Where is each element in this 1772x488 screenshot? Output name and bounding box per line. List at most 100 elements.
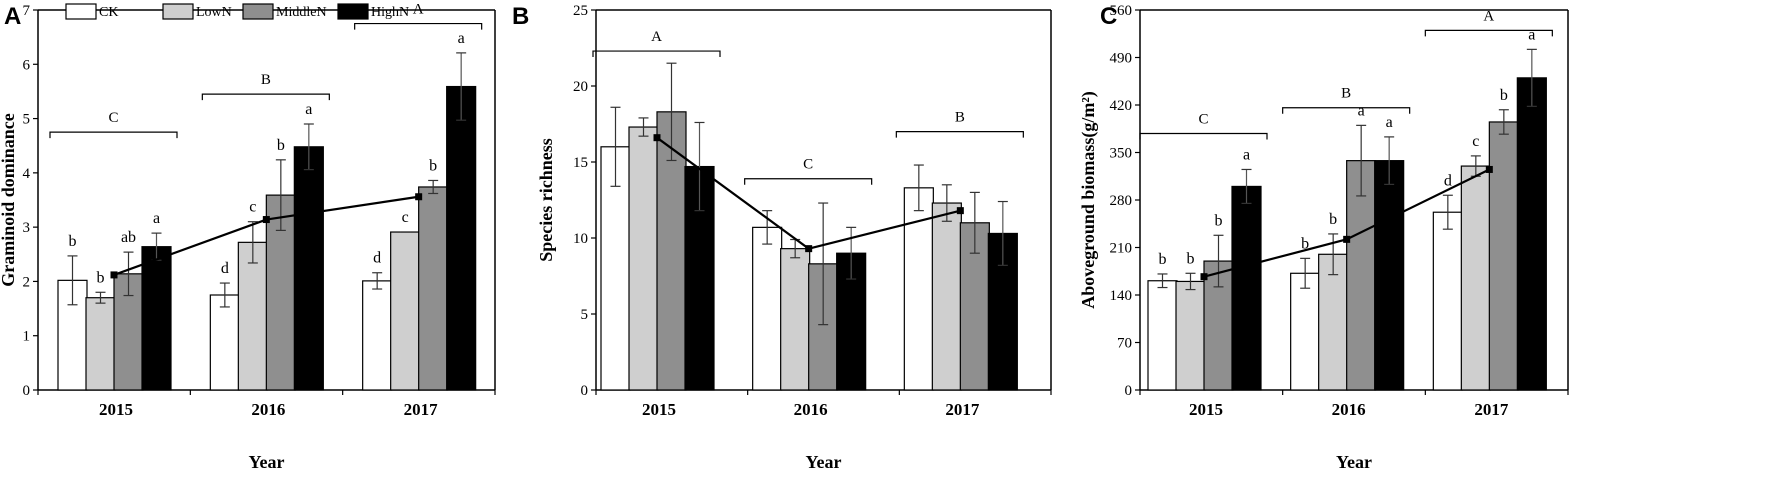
significance-letter: d (221, 260, 229, 277)
year-bracket (201, 93, 330, 101)
bar-lown-2017 (1460, 165, 1491, 391)
year-group-letter: B (261, 72, 271, 88)
significance-letter: a (458, 30, 465, 47)
significance-letter: b (1187, 250, 1195, 267)
y-axis-title: Graminoid dominance (0, 113, 18, 287)
bar-ck-2015 (1147, 280, 1178, 391)
year-bracket (1424, 29, 1553, 37)
legend-swatch-ck (65, 3, 97, 20)
bar-highn-2016 (1374, 160, 1405, 391)
significance-letter: c (249, 199, 256, 216)
bar-ck-2016 (752, 226, 783, 391)
y-axis-title: Aboveground biomass(g/m²) (1078, 91, 1099, 309)
y-axis-title: Species richness (536, 138, 556, 262)
year-bracket (354, 22, 483, 30)
x-axis-title: Year (1336, 452, 1372, 472)
x-tick-label-2015: 2015 (1189, 400, 1223, 419)
bar-middlen-2017 (418, 186, 449, 391)
x-tick-label-2015: 2015 (99, 400, 133, 419)
y-tick-label: 0 (23, 383, 31, 399)
trend-marker (805, 245, 813, 253)
y-tick-label: 140 (1110, 288, 1133, 304)
trend-marker (653, 134, 661, 142)
y-tick-label: 210 (1110, 241, 1133, 257)
x-tick-label-2017: 2017 (945, 400, 980, 419)
significance-letter: c (402, 209, 409, 226)
legend-swatch-middlen (242, 3, 274, 20)
significance-letter: b (1329, 211, 1337, 228)
x-tick-label-2016: 2016 (1332, 400, 1366, 419)
bar-lown-2016 (780, 248, 811, 391)
significance-letter: d (373, 250, 381, 267)
y-tick-label: 1 (23, 329, 31, 345)
significance-letter: b (1500, 87, 1508, 104)
bar-middlen-2017 (1488, 121, 1519, 391)
bar-lown-2015 (85, 297, 116, 391)
y-tick-label: 420 (1110, 98, 1133, 114)
year-bracket (49, 131, 178, 139)
legend-label-highn: HighN (371, 5, 409, 20)
trend-marker (110, 271, 118, 279)
y-tick-label: 15 (573, 155, 588, 171)
legend-label-ck: CK (99, 5, 118, 20)
panel-letter: B (512, 3, 529, 30)
legend-swatch-highn (337, 3, 369, 20)
panel-letter: C (1100, 3, 1117, 30)
bar-highn-2016 (293, 146, 324, 391)
chart-panel-c: C 0 70 140 210 280 350 420 490 560 Year Aboveground… (1078, 3, 1569, 472)
significance-letter: b (69, 233, 77, 250)
bar-lown-2016 (1318, 253, 1349, 391)
year-group-letter: B (1341, 86, 1351, 102)
x-axis-title: Year (249, 452, 285, 472)
y-tick-label: 2 (23, 274, 31, 290)
bar-ck-2017 (362, 280, 393, 391)
x-tick-label-2015: 2015 (642, 400, 676, 419)
year-group-letter: C (803, 157, 813, 173)
bar-ck-2015 (57, 279, 88, 391)
year-group-letter: C (108, 110, 118, 126)
y-tick-label: 6 (23, 57, 31, 73)
significance-letter: b (1301, 235, 1309, 252)
bar-ck-2016 (209, 294, 240, 391)
bar-highn-2015 (1231, 185, 1262, 391)
year-bracket (1282, 107, 1411, 114)
significance-letter: b (1159, 251, 1167, 268)
bar-highn-2017 (446, 85, 477, 391)
year-group-letter: B (955, 110, 965, 126)
y-tick-label: 3 (23, 220, 31, 236)
trend-marker (1485, 165, 1493, 173)
year-bracket (744, 178, 873, 185)
y-tick-label: 5 (581, 307, 589, 323)
significance-letter: d (1444, 172, 1452, 189)
significance-letter: a (305, 101, 312, 118)
significance-letter: b (97, 269, 105, 286)
year-group-letter: A (413, 2, 424, 18)
x-tick-label-2017: 2017 (1474, 400, 1509, 419)
y-tick-label: 7 (23, 3, 31, 19)
year-bracket (895, 131, 1024, 138)
significance-letter: b (277, 137, 285, 154)
y-tick-label: 4 (23, 166, 31, 182)
y-tick-label: 0 (581, 383, 589, 399)
y-tick-label: 20 (573, 79, 588, 95)
y-tick-label: 490 (1110, 51, 1133, 67)
trend-marker (262, 216, 270, 224)
trend-marker (1343, 235, 1351, 243)
x-axis-title: Year (806, 452, 842, 472)
y-tick-label: 70 (1117, 336, 1132, 352)
bar-ck-2016 (1290, 272, 1321, 391)
year-bracket (592, 50, 721, 58)
bar-ck-2017 (1432, 211, 1463, 391)
bar-lown-2017 (390, 231, 421, 391)
bar-lown-2017 (931, 202, 962, 391)
bar-lown-2016 (237, 241, 268, 391)
significance-letter: ab (121, 229, 136, 246)
significance-letter: a (1528, 26, 1535, 43)
x-tick-label-2017: 2017 (404, 400, 439, 419)
year-bracket (1139, 132, 1268, 140)
year-group-letter: A (1483, 8, 1494, 24)
significance-letter: a (1243, 146, 1250, 163)
y-tick-label: 350 (1110, 146, 1133, 162)
